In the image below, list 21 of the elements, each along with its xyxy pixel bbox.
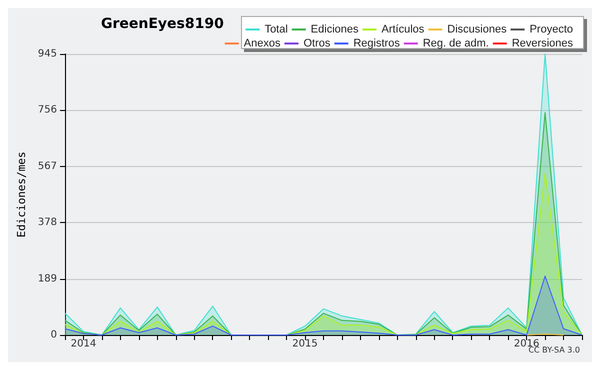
legend-label: Proyecto — [530, 24, 574, 36]
y-axis-title: Ediciones/mes — [15, 151, 28, 238]
legend-label: Ediciones — [310, 24, 359, 36]
legend-label: Discusiones — [447, 24, 508, 36]
y-tick-label: 567 — [38, 160, 57, 172]
x-tick-label: 2015 — [292, 338, 318, 350]
x-tick-label: 2014 — [70, 338, 96, 350]
legend-label: Registros — [353, 38, 400, 50]
y-tick-label: 945 — [38, 48, 57, 60]
legend-label: Anexos — [244, 38, 281, 50]
y-tick-label: 0 — [50, 330, 57, 340]
legend-label: Reg. de adm. — [422, 38, 489, 50]
legend-label: Otros — [303, 38, 331, 50]
legend-label: Reversiones — [512, 38, 574, 50]
chart-title: GreenEyes8190 — [101, 16, 224, 32]
y-tick-label: 189 — [38, 273, 57, 284]
legend-label: Artículos — [381, 24, 425, 36]
legend-label: Total — [264, 24, 288, 36]
y-tick-label: 756 — [38, 104, 57, 116]
text: CC BY-SA 3.0 — [528, 346, 580, 354]
y-tick-label: 378 — [38, 217, 57, 228]
